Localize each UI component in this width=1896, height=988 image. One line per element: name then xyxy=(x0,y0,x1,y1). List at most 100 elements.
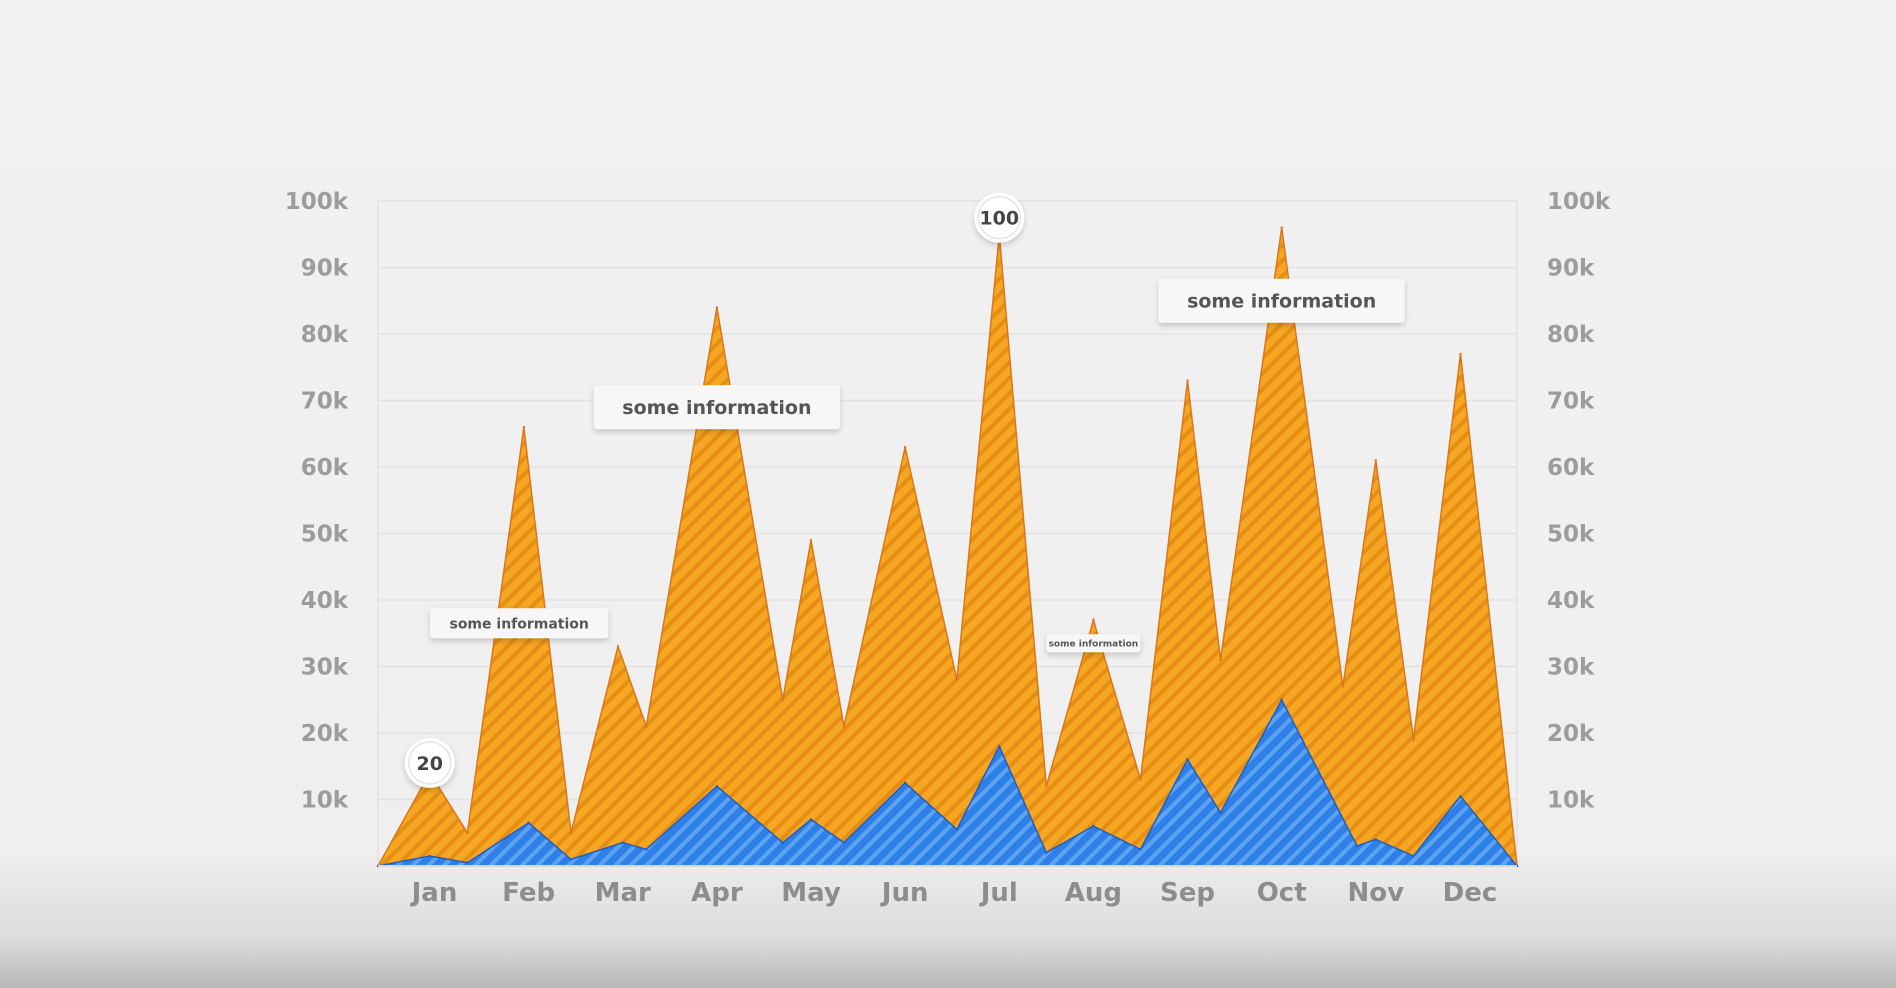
badge-ring xyxy=(977,195,1022,240)
x-tick-may: May xyxy=(781,878,841,908)
series-1-point-20 xyxy=(1355,844,1359,848)
series-1-point-11 xyxy=(903,781,907,785)
series-1-point-19 xyxy=(1280,698,1283,701)
y-tick-right-60k: 60k xyxy=(1547,455,1595,481)
y-tick-right-90k: 90k xyxy=(1547,256,1595,282)
series-1-point-3 xyxy=(527,821,530,824)
series-1-point-12 xyxy=(955,828,959,831)
y-tick-left-20k: 20k xyxy=(301,721,349,747)
series-0-point-3 xyxy=(522,425,526,429)
annotation-box xyxy=(430,608,609,639)
y-tick-left-90k: 90k xyxy=(301,256,349,282)
y-tick-left-80k: 80k xyxy=(301,322,349,348)
series-1-point-10 xyxy=(842,841,846,844)
value-badge-100: 100 xyxy=(974,192,1025,243)
y-tick-left-30k: 30k xyxy=(301,655,349,681)
y-tick-right-30k: 30k xyxy=(1547,655,1595,681)
annotation-text: some information xyxy=(1049,639,1139,649)
series-0-point-9 xyxy=(809,538,813,542)
series-0-point-21 xyxy=(1374,459,1378,462)
x-tick-jan: Jan xyxy=(410,878,458,908)
y-tick-right-50k: 50k xyxy=(1547,522,1595,548)
series-0-point-4 xyxy=(569,831,573,834)
annotation-box xyxy=(1158,278,1405,323)
y-tick-left-60k: 60k xyxy=(301,455,349,481)
series-0-point-19 xyxy=(1280,226,1283,229)
series-0-point-12 xyxy=(955,678,959,681)
series-1-point-8 xyxy=(781,841,784,844)
series-0-area xyxy=(376,227,1518,867)
x-tick-apr: Apr xyxy=(691,878,743,908)
series-1-point-4 xyxy=(569,858,573,861)
y-tick-right-40k: 40k xyxy=(1547,588,1595,614)
series-0-point-16 xyxy=(1139,778,1142,781)
badge-value: 100 xyxy=(979,208,1019,230)
series-1-point-1 xyxy=(428,854,431,858)
badge-ring xyxy=(408,741,452,785)
annotation-callout-3: some information xyxy=(1046,634,1141,653)
series-1-point-13 xyxy=(998,745,1001,748)
series-1-point-22 xyxy=(1412,854,1415,858)
y-tick-left-100k: 100k xyxy=(285,189,349,215)
series-0-point-18 xyxy=(1219,658,1222,662)
series-1-area xyxy=(377,698,1519,867)
series-0-point-11 xyxy=(903,445,907,449)
series-0-point-7 xyxy=(715,306,719,309)
series-0-point-17 xyxy=(1186,379,1189,382)
series-1-point-23 xyxy=(1459,794,1462,798)
y-tick-left-40k: 40k xyxy=(301,588,349,614)
series-1-point-16 xyxy=(1139,848,1142,851)
series-0-point-14 xyxy=(1045,785,1048,788)
x-tick-sep: Sep xyxy=(1160,878,1215,908)
series-1-point-6 xyxy=(645,848,648,851)
series-1-point-2 xyxy=(466,861,469,864)
y-tick-right-20k: 20k xyxy=(1547,721,1595,747)
series-0-point-6 xyxy=(645,725,648,728)
series-0-point-2 xyxy=(466,831,469,834)
badge-circle xyxy=(404,737,455,788)
annotation-text: some information xyxy=(1187,291,1376,313)
x-tick-jul: Jul xyxy=(979,878,1018,908)
x-tick-dec: Dec xyxy=(1443,878,1498,908)
value-badge-20: 20 xyxy=(404,737,455,788)
x-tick-jun: Jun xyxy=(880,878,929,908)
series-0-point-23 xyxy=(1459,352,1462,356)
annotation-text: some information xyxy=(449,616,588,632)
series-0-point-8 xyxy=(781,698,784,701)
series-0-point-15 xyxy=(1092,618,1095,622)
badge-circle xyxy=(974,192,1025,243)
y-tick-left-50k: 50k xyxy=(301,522,349,548)
series-0-point-20 xyxy=(1341,685,1345,688)
series-1-point-21 xyxy=(1374,838,1378,841)
series-1-point-9 xyxy=(809,818,813,821)
badge-value: 20 xyxy=(417,753,443,775)
annotation-box xyxy=(593,385,840,430)
y-tick-right-10k: 10k xyxy=(1547,788,1595,814)
series-1-point-15 xyxy=(1092,824,1095,828)
series-0-point-5 xyxy=(616,645,620,648)
y-tick-right-70k: 70k xyxy=(1547,389,1595,415)
x-tick-aug: Aug xyxy=(1065,878,1122,908)
series-1-point-14 xyxy=(1045,851,1048,854)
annotation-callout-1: some information xyxy=(430,608,609,639)
annotation-text: some information xyxy=(622,397,811,419)
series-0-point-22 xyxy=(1412,738,1415,741)
y-tick-right-100k: 100k xyxy=(1547,189,1611,215)
x-tick-nov: Nov xyxy=(1348,878,1405,908)
annotation-callout-2: some information xyxy=(593,385,840,430)
y-tick-left-10k: 10k xyxy=(301,788,349,814)
series-1-point-18 xyxy=(1219,811,1222,814)
annotation-callout-4: some information xyxy=(1158,278,1405,323)
gridlines xyxy=(377,199,1518,866)
series-1-point-7 xyxy=(715,785,719,788)
x-tick-mar: Mar xyxy=(595,878,651,908)
x-tick-oct: Oct xyxy=(1257,878,1307,908)
series-1-point-5 xyxy=(621,841,624,844)
series-0-point-10 xyxy=(842,725,846,728)
series-1-point-17 xyxy=(1186,758,1189,761)
x-tick-feb: Feb xyxy=(502,878,555,908)
y-tick-left-70k: 70k xyxy=(301,389,349,415)
annotation-box xyxy=(1046,634,1141,653)
